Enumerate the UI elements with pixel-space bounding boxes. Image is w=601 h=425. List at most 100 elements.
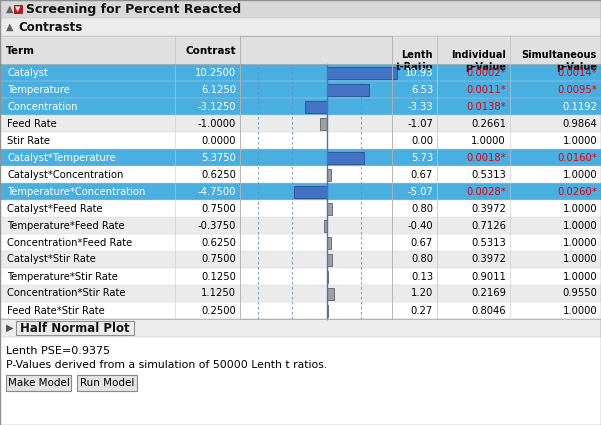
Text: 10.2500: 10.2500: [195, 68, 236, 77]
Text: -0.40: -0.40: [407, 221, 433, 230]
Text: Catalyst*Concentration: Catalyst*Concentration: [7, 170, 123, 179]
Bar: [6, 375, 71, 391]
Bar: [0, 0, 601, 18]
Bar: [326, 236, 331, 249]
Bar: [0, 166, 601, 183]
Text: 1.0000: 1.0000: [563, 136, 597, 145]
Bar: [0, 132, 601, 149]
Text: 0.0018*: 0.0018*: [466, 153, 506, 162]
Bar: [294, 185, 326, 198]
Text: 0.6250: 0.6250: [201, 170, 236, 179]
Text: 1.0000: 1.0000: [563, 272, 597, 281]
Text: Simultaneous
p-Value: Simultaneous p-Value: [522, 50, 597, 72]
Text: -5.07: -5.07: [407, 187, 433, 196]
Bar: [326, 270, 328, 283]
Text: 0.2500: 0.2500: [201, 306, 236, 315]
Text: 1.0000: 1.0000: [563, 306, 597, 315]
Text: 0.13: 0.13: [411, 272, 433, 281]
Text: Feed Rate*Stir Rate: Feed Rate*Stir Rate: [7, 306, 105, 315]
Text: Temperature*Concentration: Temperature*Concentration: [7, 187, 145, 196]
Bar: [326, 253, 332, 266]
Bar: [0, 234, 601, 251]
Text: 0.7500: 0.7500: [201, 255, 236, 264]
Text: Screening for Percent Reacted: Screening for Percent Reacted: [26, 3, 241, 15]
Text: 0.00: 0.00: [411, 136, 433, 145]
Text: Make Model: Make Model: [8, 378, 70, 388]
Text: 0.3972: 0.3972: [471, 204, 506, 213]
Text: 1.0000: 1.0000: [563, 255, 597, 264]
Text: 0.0260*: 0.0260*: [557, 187, 597, 196]
Text: -1.0000: -1.0000: [198, 119, 236, 128]
Bar: [0, 18, 601, 36]
Bar: [0, 64, 601, 81]
Bar: [0, 183, 601, 200]
Text: Temperature*Feed Rate: Temperature*Feed Rate: [7, 221, 124, 230]
Text: Lenth
t-Ratio: Lenth t-Ratio: [395, 50, 433, 72]
Text: 5.3750: 5.3750: [201, 153, 236, 162]
Text: ▲: ▲: [6, 22, 13, 32]
Bar: [0, 268, 601, 285]
Text: 1.0000: 1.0000: [563, 221, 597, 230]
Text: 0.7500: 0.7500: [201, 204, 236, 213]
Text: Concentration: Concentration: [7, 102, 78, 111]
Text: 6.53: 6.53: [410, 85, 433, 94]
Text: 0.3972: 0.3972: [471, 255, 506, 264]
Text: 0.8046: 0.8046: [471, 306, 506, 315]
Text: Lenth PSE=0.9375: Lenth PSE=0.9375: [6, 346, 110, 356]
Text: 0.5313: 0.5313: [471, 170, 506, 179]
Text: Contrasts: Contrasts: [18, 20, 82, 34]
Bar: [0, 98, 601, 115]
Bar: [0, 64, 601, 319]
Text: 0.1250: 0.1250: [201, 272, 236, 281]
Bar: [326, 66, 397, 79]
Text: 0.0138*: 0.0138*: [466, 102, 506, 111]
Text: -3.1250: -3.1250: [198, 102, 236, 111]
Bar: [326, 168, 331, 181]
Bar: [16, 321, 134, 335]
Text: Individual
p-Value: Individual p-Value: [451, 50, 506, 72]
Text: 0.9550: 0.9550: [562, 289, 597, 298]
Bar: [0, 149, 601, 166]
Text: 0.0014*: 0.0014*: [557, 68, 597, 77]
Text: ▼: ▼: [15, 6, 20, 12]
Bar: [0, 251, 601, 268]
Text: P-Values derived from a simulation of 50000 Lenth t ratios.: P-Values derived from a simulation of 50…: [6, 360, 328, 370]
Text: Stir Rate: Stir Rate: [7, 136, 50, 145]
Text: 0.5313: 0.5313: [471, 238, 506, 247]
Bar: [326, 287, 334, 300]
Text: Half Normal Plot: Half Normal Plot: [20, 321, 130, 334]
Text: Catalyst: Catalyst: [7, 68, 48, 77]
Bar: [0, 337, 601, 425]
Text: 0.7126: 0.7126: [471, 221, 506, 230]
Text: 1.0000: 1.0000: [563, 204, 597, 213]
Bar: [0, 319, 601, 337]
Text: 0.0160*: 0.0160*: [557, 153, 597, 162]
Text: 0.2661: 0.2661: [471, 119, 506, 128]
Bar: [0, 36, 601, 64]
Text: 1.20: 1.20: [410, 289, 433, 298]
Text: Contrast: Contrast: [185, 46, 236, 56]
Text: ▶: ▶: [6, 323, 13, 333]
Bar: [0, 217, 601, 234]
Text: Feed Rate: Feed Rate: [7, 119, 56, 128]
Text: 10.93: 10.93: [404, 68, 433, 77]
Text: 1.0000: 1.0000: [563, 170, 597, 179]
Text: -1.07: -1.07: [407, 119, 433, 128]
Bar: [305, 100, 326, 113]
Text: 0.67: 0.67: [410, 170, 433, 179]
Bar: [77, 375, 137, 391]
Text: -4.7500: -4.7500: [198, 187, 236, 196]
Text: 0.67: 0.67: [410, 238, 433, 247]
Bar: [0, 302, 601, 319]
Text: 0.0000: 0.0000: [201, 136, 236, 145]
Bar: [0, 115, 601, 132]
Text: Run Model: Run Model: [80, 378, 134, 388]
Text: ▲: ▲: [6, 4, 13, 14]
Bar: [0, 285, 601, 302]
Text: Catalyst*Temperature: Catalyst*Temperature: [7, 153, 116, 162]
Bar: [320, 117, 326, 130]
Text: 1.1250: 1.1250: [201, 289, 236, 298]
Bar: [326, 151, 364, 164]
Text: 6.1250: 6.1250: [201, 85, 236, 94]
Text: 0.0002*: 0.0002*: [466, 68, 506, 77]
